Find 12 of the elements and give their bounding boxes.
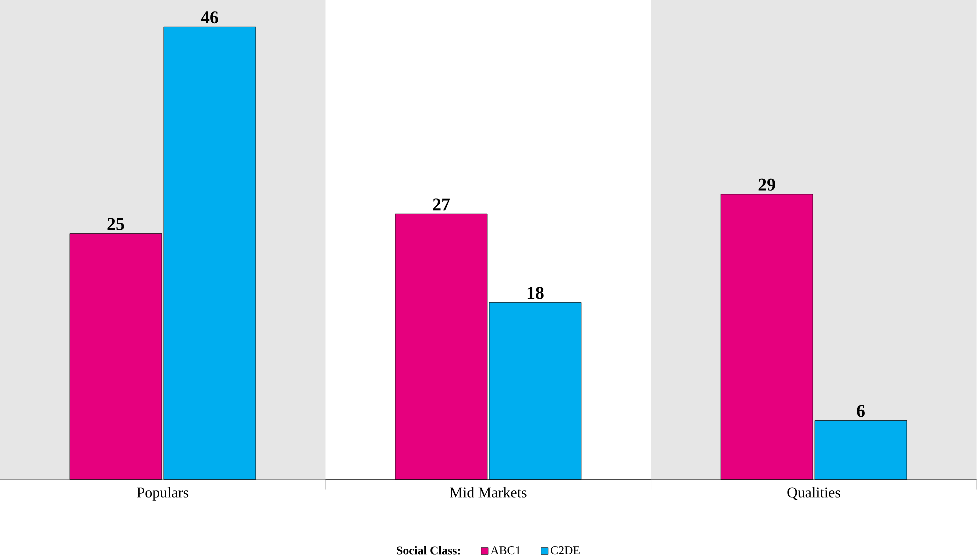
x-tick-label: Qualities [788,487,840,500]
x-tick-label: Mid Markets [450,487,527,498]
data-label: 46 [201,12,218,24]
data-label: 27 [433,198,450,211]
data-label: 6 [857,405,865,418]
legend-title: Social Class: [397,546,460,555]
data-label: 18 [528,287,544,300]
x-tick-label: Populars [137,487,189,501]
data-label: 29 [758,178,776,191]
legend-label: C2DE [551,546,580,555]
legend-label: ABC1 [490,546,520,555]
data-label: 25 [108,218,124,230]
